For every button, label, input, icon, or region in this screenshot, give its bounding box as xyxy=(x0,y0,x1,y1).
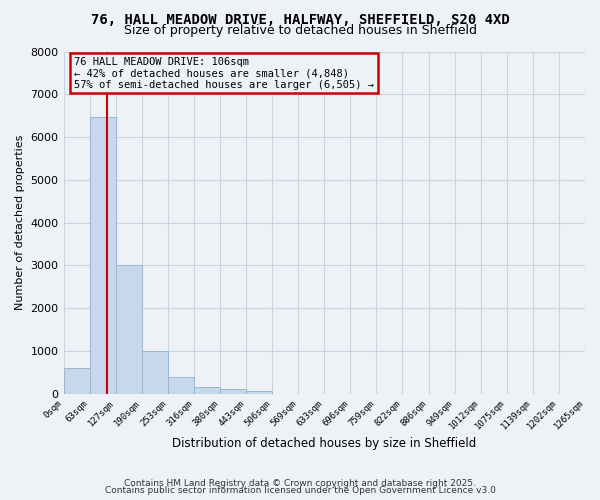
Text: Contains HM Land Registry data © Crown copyright and database right 2025.: Contains HM Land Registry data © Crown c… xyxy=(124,478,476,488)
Bar xyxy=(194,387,220,394)
Text: Contains public sector information licensed under the Open Government Licence v3: Contains public sector information licen… xyxy=(104,486,496,495)
Y-axis label: Number of detached properties: Number of detached properties xyxy=(15,135,25,310)
Bar xyxy=(89,116,116,394)
Bar xyxy=(168,378,194,394)
Text: Size of property relative to detached houses in Sheffield: Size of property relative to detached ho… xyxy=(124,24,476,37)
Bar xyxy=(220,390,246,394)
X-axis label: Distribution of detached houses by size in Sheffield: Distribution of detached houses by size … xyxy=(172,437,476,450)
Text: 76, HALL MEADOW DRIVE, HALFWAY, SHEFFIELD, S20 4XD: 76, HALL MEADOW DRIVE, HALFWAY, SHEFFIEL… xyxy=(91,12,509,26)
Bar xyxy=(246,392,272,394)
Bar xyxy=(64,368,89,394)
Bar xyxy=(116,266,142,394)
Text: 76 HALL MEADOW DRIVE: 106sqm
← 42% of detached houses are smaller (4,848)
57% of: 76 HALL MEADOW DRIVE: 106sqm ← 42% of de… xyxy=(74,56,374,90)
Bar xyxy=(142,351,168,394)
